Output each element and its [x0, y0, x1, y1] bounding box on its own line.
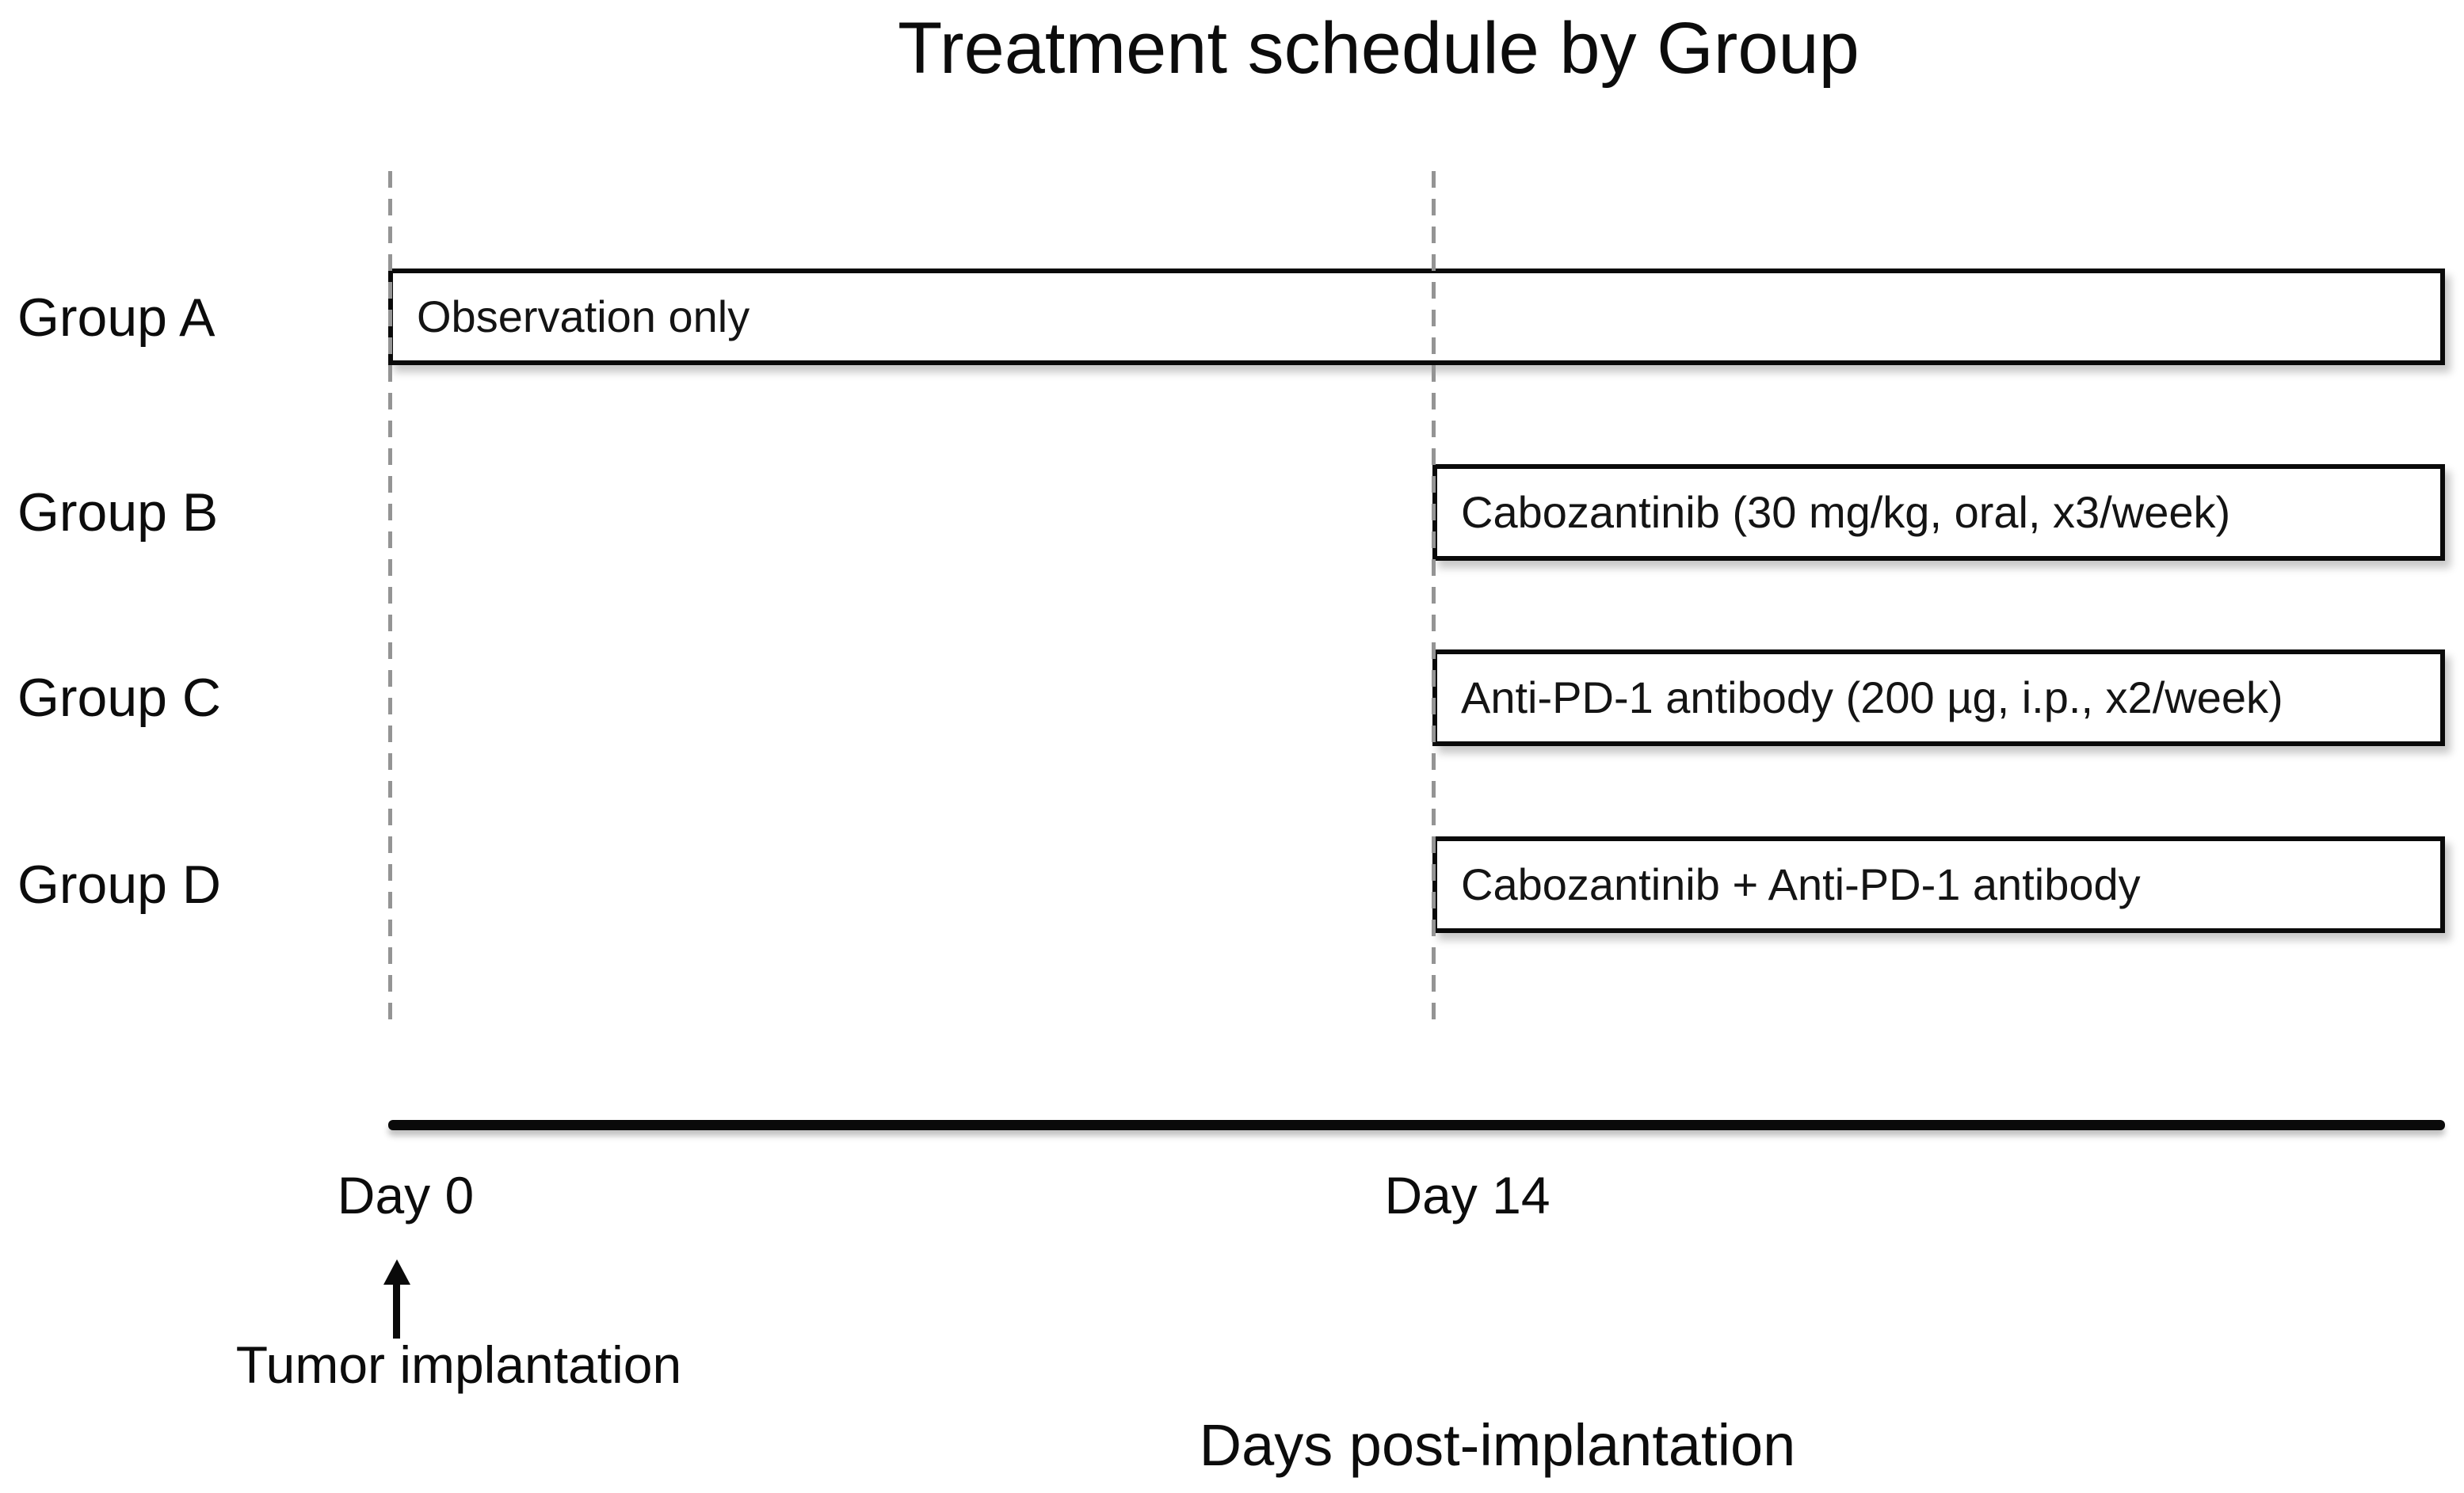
tick-label-day-0: Day 0	[337, 1166, 475, 1224]
event-annotation-label: Tumor implantation	[235, 1335, 682, 1394]
up-arrow-shaft	[393, 1282, 400, 1339]
treatment-bar-label-d: Cabozantinib + Anti-PD-1 antibody	[1461, 859, 2141, 909]
tick-label-day-14: Day 14	[1384, 1166, 1550, 1224]
group-label-b: Group B	[17, 482, 219, 543]
treatment-bar-label-a: Observation only	[417, 291, 750, 341]
treatment-bar-group-a: Observation only	[388, 269, 2445, 365]
x-axis-line	[388, 1120, 2445, 1130]
group-label-a: Group A	[17, 288, 216, 348]
figure-title: Treatment schedule by Group	[898, 8, 1859, 89]
treatment-bar-group-b: Cabozantinib (30 mg/kg, oral, x3/week)	[1432, 464, 2445, 561]
day0-dashed-gridline	[388, 171, 392, 1026]
treatment-bar-group-d: Cabozantinib + Anti-PD-1 antibody	[1432, 836, 2445, 933]
treatment-bar-label-c: Anti-PD-1 antibody (200 µg, i.p., x2/wee…	[1461, 672, 2283, 722]
treatment-bar-label-b: Cabozantinib (30 mg/kg, oral, x3/week)	[1461, 487, 2231, 537]
group-label-d: Group D	[17, 855, 221, 915]
day14-dashed-gridline	[1432, 171, 1436, 1026]
treatment-bar-group-c: Anti-PD-1 antibody (200 µg, i.p., x2/wee…	[1432, 649, 2445, 746]
x-axis-title: Days post-implantation	[1199, 1412, 1796, 1478]
up-arrow-head-icon	[383, 1259, 410, 1285]
group-label-c: Group C	[17, 668, 221, 728]
